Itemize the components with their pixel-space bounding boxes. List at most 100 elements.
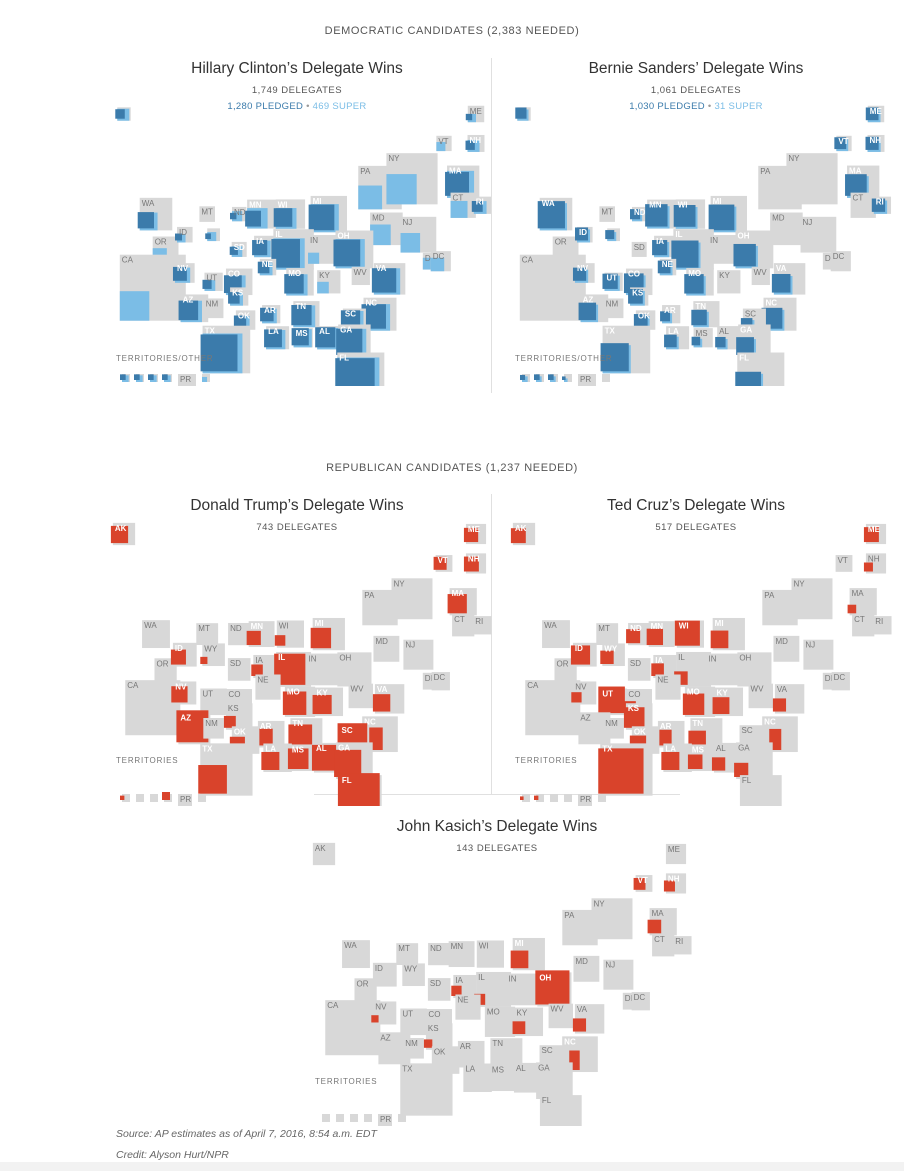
credit-note: Credit: Alyson Hurt/NPR: [116, 1149, 229, 1161]
state-tile-me: ME: [665, 843, 687, 865]
state-label-az: AZ: [183, 295, 194, 304]
state-tile-ca: CA: [125, 680, 181, 736]
cruz-tile-map: AK ME VT NH MA PA NY CT RI WA MT ND MN WI MI MD NJ OR ID WY…: [506, 516, 904, 832]
state-tile-oh: OH: [733, 230, 774, 269]
state-won-la: [261, 751, 280, 770]
state-label-vt: VT: [838, 137, 848, 146]
state-total-nm: [203, 718, 224, 739]
state-total-mt: [199, 206, 215, 222]
state-tile-wv: WV: [348, 683, 374, 709]
state-total-ct: [850, 192, 876, 218]
state-tile-wy: WY: [600, 643, 625, 667]
state-label-ct: CT: [854, 615, 865, 624]
state-label-id: ID: [175, 644, 183, 653]
state-label-wi: WI: [278, 200, 288, 209]
state-total-dc: [431, 672, 450, 691]
state-tile-nd: ND: [630, 206, 647, 222]
democratic-header: DEMOCRATIC CANDIDATES (2,383 NEEDED): [324, 25, 580, 37]
state-super-nd: [232, 211, 243, 222]
state-won-ma: [647, 919, 662, 934]
state-tile-il: IL: [671, 229, 714, 270]
state-tile-vt: VT: [433, 555, 453, 572]
state-tile-tn: TN: [691, 301, 720, 328]
state-pledged-sc: [740, 318, 753, 330]
state-total-wv: [351, 266, 370, 286]
state-tile-mi: MI: [708, 195, 747, 233]
state-label-nm: NM: [605, 719, 618, 728]
state-label-or: OR: [356, 979, 368, 988]
state-tile-ky: KY: [317, 270, 341, 294]
state-tile-wa: WA: [137, 197, 173, 231]
state-tile-mo: MO: [282, 686, 316, 717]
state-label-ky: KY: [517, 1009, 528, 1018]
state-pledged-tn: [691, 309, 707, 326]
state-tile-wi: WI: [476, 940, 505, 968]
state-pledged-al: [715, 336, 726, 348]
state-tile-ms: MS: [489, 1064, 517, 1092]
state-pledged-wa: [537, 201, 565, 229]
state-won-va: [372, 694, 391, 712]
state-pledged-mn: [245, 210, 261, 227]
state-label-tx: TX: [202, 744, 213, 753]
state-pledged-nh: [865, 136, 879, 150]
state-tile-dc: DC: [831, 672, 850, 691]
state-label-de: DE: [825, 254, 836, 263]
state-tile-va: VA: [371, 263, 406, 295]
state-label-mn: MN: [251, 622, 264, 631]
source-note: Source: AP estimates as of April 7, 2016…: [116, 1128, 377, 1140]
state-label-pa: PA: [564, 911, 575, 920]
state-label-la: LA: [465, 1065, 475, 1074]
state-label-nm: NM: [405, 1039, 418, 1048]
state-total-md: [770, 212, 803, 246]
state-won-id: [570, 645, 591, 665]
state-tile-t6: [602, 374, 610, 382]
state-total-t2: [136, 794, 144, 802]
state-tile-ks: KS: [228, 287, 249, 306]
state-label-oh: OH: [337, 232, 349, 241]
state-tile-mo: MO: [484, 1006, 516, 1037]
state-label-id: ID: [579, 228, 587, 237]
state-total-wa: [342, 940, 370, 969]
state-tile-va: VA: [372, 684, 405, 714]
state-label-az: AZ: [580, 713, 590, 722]
state-tile-la: LA: [463, 1063, 492, 1092]
state-tile-ga: GA: [536, 1062, 573, 1099]
state-tile-ri: RI: [873, 616, 892, 635]
state-label-de: DE: [425, 674, 436, 683]
state-total-nj: [800, 216, 837, 253]
state-label-sd: SD: [234, 243, 245, 252]
state-label-nj: NJ: [605, 961, 615, 970]
state-label-ca: CA: [327, 1001, 339, 1010]
state-won-ky: [712, 697, 730, 715]
state-label-il: IL: [675, 230, 682, 239]
state-label-nc: NC: [364, 717, 376, 726]
state-label-ny: NY: [394, 579, 406, 588]
state-tile-id: ID: [372, 962, 397, 987]
state-won-nd: [626, 629, 641, 644]
state-total-md: [573, 955, 600, 982]
state-tile-ia: IA: [451, 974, 477, 998]
state-label-nj: NJ: [805, 641, 815, 650]
state-won-ks: [223, 715, 236, 728]
sanders-pledged: 1,030 PLEDGED: [629, 101, 705, 112]
state-label-wa: WA: [142, 199, 155, 208]
state-label-co: CO: [628, 270, 640, 279]
state-won-wi: [274, 635, 286, 646]
state-won-wy: [200, 656, 208, 665]
state-total-ne: [655, 674, 681, 700]
state-label-tn: TN: [695, 302, 706, 311]
state-won-mi: [510, 950, 529, 969]
state-total-in: [506, 973, 539, 1006]
state-won-t1: [520, 796, 524, 800]
state-label-al: AL: [716, 744, 726, 753]
state-won-nh: [663, 880, 675, 892]
sanders-territories-label: TERRITORIES/OTHER: [515, 354, 613, 363]
state-total-pr: [578, 794, 592, 808]
state-label-sc: SC: [345, 310, 356, 319]
state-label-fl: FL: [542, 1096, 552, 1105]
state-won-la: [661, 751, 680, 770]
state-label-mt: MT: [601, 207, 613, 216]
state-tile-ar: AR: [255, 720, 285, 748]
state-label-nd: ND: [630, 624, 642, 633]
state-tile-nv: NV: [571, 681, 597, 705]
